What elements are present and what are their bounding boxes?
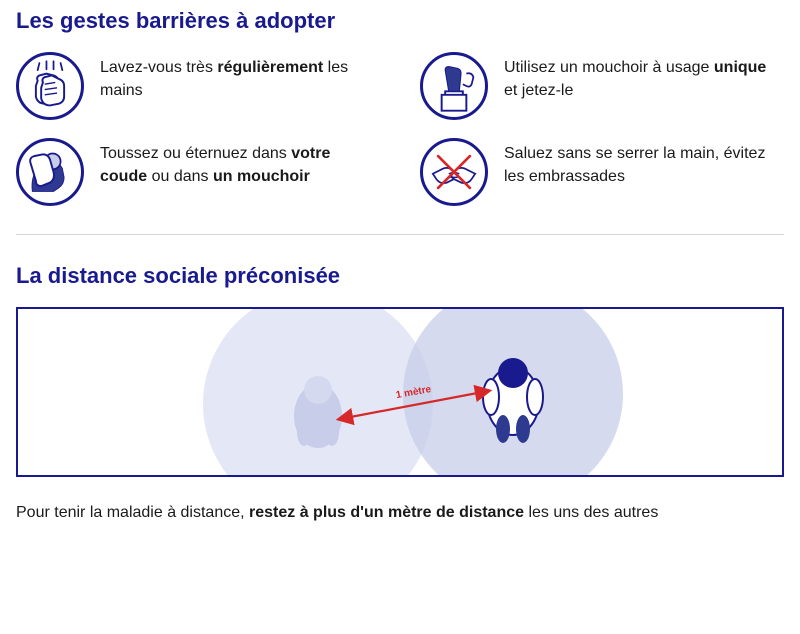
- text-part: ou dans: [147, 168, 213, 185]
- tissue-icon: [420, 52, 488, 120]
- tip-cough-elbow: Toussez ou éternuez dans votre coude ou …: [16, 138, 380, 206]
- no-handshake-icon: [420, 138, 488, 206]
- section-title-distance: La distance sociale préconisée: [16, 263, 784, 289]
- tip-text: Toussez ou éternuez dans votre coude ou …: [100, 138, 380, 188]
- section-title-gestures: Les gestes barrières à adopter: [16, 8, 784, 34]
- wash-hands-icon: [16, 52, 84, 120]
- text-part: Saluez sans se serrer la main, évitez le…: [504, 145, 765, 185]
- tip-text: Lavez-vous très régulièrement les mains: [100, 52, 380, 102]
- text-part: Toussez ou éternuez dans: [100, 145, 291, 162]
- distance-caption: Pour tenir la maladie à distance, restez…: [16, 501, 784, 525]
- section-divider: [16, 234, 784, 235]
- text-bold: régulièrement: [217, 59, 323, 76]
- text-part: Pour tenir la maladie à distance,: [16, 504, 249, 521]
- text-bold: un mouchoir: [213, 168, 310, 185]
- tip-text: Utilisez un mouchoir à usage unique et j…: [504, 52, 784, 102]
- tip-no-handshake: Saluez sans se serrer la main, évitez le…: [420, 138, 784, 206]
- text-bold: restez à plus d'un mètre de distance: [249, 504, 524, 521]
- tip-text: Saluez sans se serrer la main, évitez le…: [504, 138, 784, 188]
- tips-grid: Lavez-vous très régulièrement les mains …: [16, 52, 784, 206]
- text-part: Utilisez un mouchoir à usage: [504, 59, 714, 76]
- cough-elbow-icon: [16, 138, 84, 206]
- text-part: Lavez-vous très: [100, 59, 217, 76]
- social-distance-diagram: 1 mètre: [16, 307, 784, 477]
- tip-tissue: Utilisez un mouchoir à usage unique et j…: [420, 52, 784, 120]
- text-bold: unique: [714, 59, 766, 76]
- text-part: et jetez-le: [504, 82, 573, 99]
- tip-wash-hands: Lavez-vous très régulièrement les mains: [16, 52, 380, 120]
- text-part: les uns des autres: [524, 504, 658, 521]
